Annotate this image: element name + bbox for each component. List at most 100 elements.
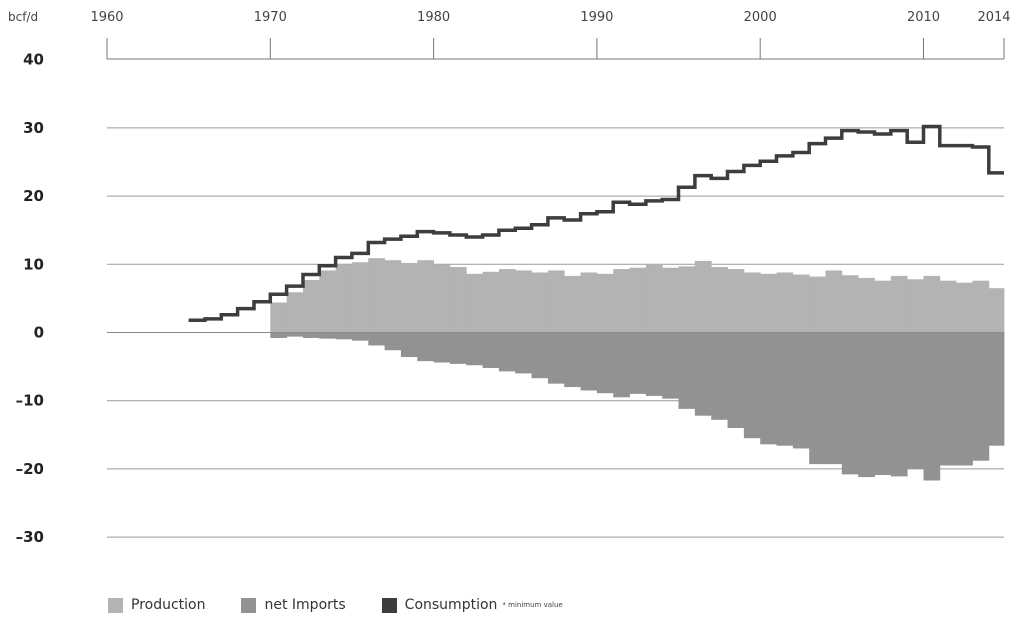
production-bar	[825, 270, 843, 333]
y-tick-label: 20	[23, 187, 44, 205]
production-bar	[809, 276, 826, 333]
y-tick-label: 30	[23, 119, 44, 137]
net-imports-bar	[498, 332, 516, 372]
production-bar	[678, 266, 696, 333]
x-tick-label: 1960	[90, 10, 123, 25]
x-tick-label: 1990	[580, 10, 613, 25]
net-imports-bar	[580, 332, 598, 391]
net-imports-bar	[825, 332, 843, 465]
production-bar	[417, 260, 434, 333]
net-imports-bar	[400, 332, 418, 358]
net-imports-bar	[531, 332, 549, 379]
net-imports-bar	[645, 332, 663, 396]
legend-label-consumption: Consumption	[404, 597, 498, 613]
net-imports-bar	[449, 332, 467, 364]
production-bar	[433, 264, 451, 333]
net-imports-bar	[466, 332, 483, 366]
y-tick-label: –10	[16, 392, 44, 410]
net-imports-bar	[841, 332, 859, 475]
legend-swatch-consumption	[381, 597, 397, 613]
production-bar	[547, 270, 565, 333]
production-bar	[841, 275, 859, 333]
net-imports-bar	[956, 332, 973, 466]
net-imports-bar	[547, 332, 565, 384]
production-bar	[890, 275, 908, 333]
production-bar	[629, 267, 647, 333]
net-imports-bar	[711, 332, 728, 420]
net-imports-bar	[776, 332, 794, 446]
production-bar	[564, 275, 581, 333]
x-axis-top: 1960 1970 1980 1990 2000 2010 2014	[90, 10, 1011, 60]
production-bar	[613, 269, 630, 333]
production-bar	[874, 280, 892, 333]
production-bar	[711, 267, 728, 333]
production-bar	[645, 264, 663, 333]
production-bar	[743, 272, 761, 333]
production-bar	[776, 272, 794, 333]
legend-item-production: Production	[108, 597, 205, 613]
net-imports-bar	[907, 332, 924, 469]
x-tick-label: 2010	[907, 10, 940, 25]
production-bar	[384, 260, 402, 333]
net-imports-bar	[302, 332, 320, 338]
production-bar	[498, 269, 516, 333]
y-axis-unit: bcf/d	[8, 10, 38, 24]
net-imports-bar	[678, 332, 696, 409]
production-bar	[515, 270, 532, 333]
net-imports-bar	[368, 332, 386, 346]
x-tick-label: 1970	[254, 10, 287, 25]
net-imports-bar	[727, 332, 745, 428]
production-bar	[400, 262, 418, 333]
production-bar	[368, 258, 386, 333]
net-imports-bar	[613, 332, 630, 398]
production-bar	[972, 280, 990, 333]
production-bar	[596, 273, 614, 333]
production-bar	[335, 264, 353, 333]
y-tick-label: 10	[23, 255, 44, 273]
production-bar	[662, 267, 679, 333]
production-series	[270, 258, 1005, 333]
y-tick-label: –20	[16, 460, 44, 478]
production-bar	[466, 273, 483, 333]
legend-item-net-imports: net Imports	[241, 597, 346, 613]
production-bar	[694, 260, 712, 333]
legend-note: * minimum value	[502, 601, 563, 609]
net-imports-bar	[988, 332, 1005, 446]
y-axis: 40 30 20 10 0 –10 –20 –30	[16, 51, 44, 546]
production-bar	[760, 273, 777, 333]
net-imports-bar	[384, 332, 402, 351]
net-imports-bar	[564, 332, 581, 388]
net-imports-bar	[596, 332, 614, 394]
net-imports-bar	[760, 332, 777, 445]
net-imports-bar	[319, 332, 337, 339]
net-imports-bar	[433, 332, 451, 363]
legend-label-production: Production	[131, 597, 206, 613]
production-bar	[580, 272, 598, 333]
legend-item-consumption: Consumption * minimum value	[381, 597, 563, 613]
net-imports-bar	[743, 332, 761, 439]
net-imports-bar	[792, 332, 810, 449]
net-imports-bar	[482, 332, 500, 368]
x-tick-label: 2014	[977, 10, 1010, 25]
production-bar	[907, 279, 924, 333]
net-imports-bar	[417, 332, 434, 362]
y-tick-label: 40	[23, 51, 44, 69]
production-bar	[858, 277, 875, 333]
net-imports-bar	[286, 332, 304, 337]
production-bar	[286, 292, 304, 333]
x-tick-label: 2000	[744, 10, 777, 25]
net-imports-bar	[890, 332, 908, 477]
x-tick-label: 1980	[417, 10, 450, 25]
y-tick-label: 0	[34, 324, 44, 342]
production-bar	[351, 262, 369, 333]
net-imports-bar	[694, 332, 712, 416]
legend-label-net-imports: net Imports	[264, 597, 346, 613]
production-bar	[988, 288, 1005, 333]
net-imports-bar	[662, 332, 679, 399]
production-bar	[270, 302, 288, 333]
net-imports-bar	[809, 332, 826, 465]
net-imports-bar	[939, 332, 957, 466]
net-imports-bar	[351, 332, 369, 341]
production-bar	[319, 270, 337, 333]
net-imports-bar	[874, 332, 892, 476]
